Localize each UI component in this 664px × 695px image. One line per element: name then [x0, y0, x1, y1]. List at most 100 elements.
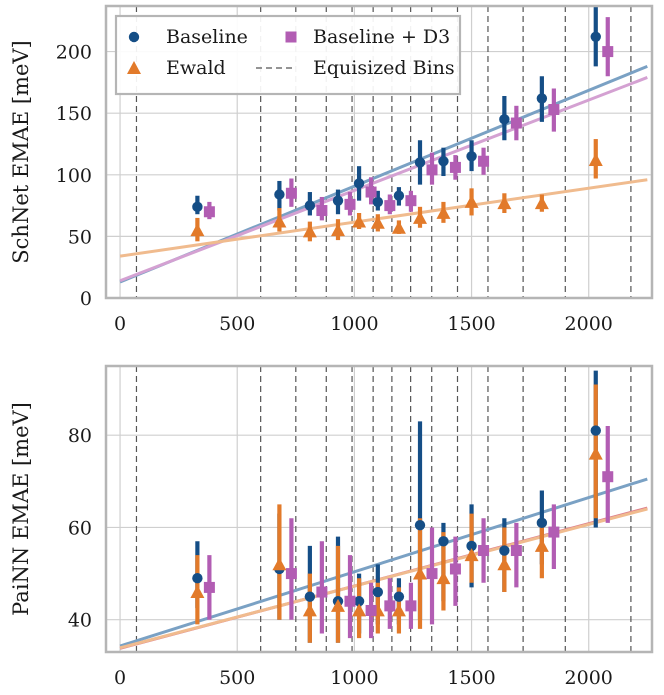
data-point-d3: [203, 581, 215, 593]
data-point-d3: [449, 563, 461, 575]
data-point-ewald: [534, 538, 549, 552]
x-tick-label: 1000: [330, 667, 378, 689]
data-point-baseline: [304, 200, 316, 211]
data-point-d3: [316, 586, 328, 598]
data-point-d3: [548, 103, 560, 115]
y-tick-label: 200: [56, 42, 92, 64]
data-point-ewald: [464, 194, 479, 208]
legend-label-baseline: Baseline: [166, 26, 248, 48]
data-point-baseline: [353, 596, 365, 607]
data-point-d3: [478, 155, 490, 167]
data-point-baseline: [372, 586, 384, 598]
data-point-d3: [285, 568, 297, 580]
data-point-ewald: [330, 223, 345, 237]
data-point-baseline: [499, 545, 510, 556]
data-point-ewald: [497, 557, 512, 571]
y-tick-label: 50: [68, 226, 92, 248]
data-point-baseline: [466, 151, 477, 162]
data-point-d3: [405, 600, 417, 612]
data-point-d3: [285, 187, 297, 199]
data-point-ewald: [352, 603, 367, 617]
legend-marker-ewald: [127, 61, 141, 74]
data-point-ewald: [272, 214, 287, 228]
legend-box: [114, 14, 462, 96]
data-point-ewald: [330, 598, 345, 612]
data-point-d3: [426, 164, 438, 176]
x-tick-label: 0: [114, 667, 126, 689]
data-point-d3: [602, 471, 614, 483]
data-point-baseline: [536, 517, 548, 529]
series-marks: [190, 6, 614, 242]
x-tick-label: 1500: [447, 667, 495, 689]
data-point-ewald: [588, 446, 603, 460]
data-point-ewald: [534, 196, 549, 210]
legend-label-ewald: Ewald: [166, 57, 226, 79]
data-point-baseline: [438, 156, 449, 167]
data-point-ewald: [413, 210, 428, 224]
data-point-baseline: [192, 572, 203, 584]
y-tick-label: 150: [56, 103, 92, 125]
data-point-d3: [365, 604, 377, 616]
data-point-ewald: [272, 557, 287, 571]
legend: Baseline Baseline + D3 Ewald Equisized Bins: [114, 14, 462, 96]
plot-frame: [104, 364, 654, 654]
data-point-ewald: [370, 215, 385, 229]
fit-line-ewald_fit: [119, 507, 648, 650]
data-point-baseline: [590, 31, 601, 43]
data-point-ewald: [464, 548, 479, 562]
chart-panel-1: 0 500 1000 1500 2000 0 50 100 150 200 SchNet EMAE …: [9, 4, 654, 335]
data-point-ewald: [413, 566, 428, 580]
data-point-d3: [365, 186, 377, 198]
data-point-d3: [405, 195, 417, 207]
data-point-d3: [316, 205, 328, 217]
data-point-d3: [344, 198, 356, 210]
y-axis-label: SchNet EMAE [meV]: [9, 40, 33, 263]
data-point-d3: [602, 46, 614, 58]
y-tick-label: 0: [80, 288, 92, 310]
x-tick-label: 500: [219, 667, 255, 689]
data-point-d3: [510, 545, 522, 557]
data-point-baseline: [372, 196, 384, 208]
data-point-d3: [203, 206, 215, 218]
data-point-baseline: [414, 157, 426, 168]
data-point-ewald: [436, 205, 451, 219]
y-tick-label: 100: [56, 165, 92, 187]
data-point-ewald: [497, 196, 512, 210]
y-tick-label: 60: [68, 517, 92, 539]
series-marks: [190, 370, 614, 643]
legend-marker-d3: [285, 31, 297, 43]
data-point-baseline: [192, 201, 203, 213]
data-point-baseline: [499, 114, 510, 125]
legend-marker-baseline: [128, 31, 140, 43]
x-tick-label: 500: [219, 313, 255, 335]
data-point-ewald: [302, 224, 317, 238]
data-point-baseline: [353, 178, 365, 189]
plot-frame: [104, 4, 654, 300]
x-tick-label: 1000: [330, 313, 378, 335]
data-point-baseline: [332, 195, 344, 206]
fit-line-ewald_fit: [119, 178, 648, 258]
data-point-baseline: [466, 540, 477, 552]
legend-label-bins: Equisized Bins: [313, 57, 455, 79]
y-tick-label: 40: [68, 610, 92, 632]
data-point-d3: [548, 526, 560, 538]
y-axis-label: PaiNN EMAE [meV]: [9, 402, 33, 616]
data-point-d3: [478, 545, 490, 557]
data-point-baseline: [414, 519, 426, 531]
data-point-d3: [384, 200, 396, 212]
data-point-d3: [344, 595, 356, 607]
data-point-d3: [384, 600, 396, 612]
x-tick-label: 0: [114, 313, 126, 335]
data-point-ewald: [190, 585, 205, 598]
x-tick-label: 1500: [447, 313, 495, 335]
data-point-ewald: [190, 223, 205, 237]
data-point-baseline: [304, 591, 316, 602]
data-point-ewald: [588, 153, 603, 166]
data-point-ewald: [391, 220, 406, 234]
chart-panel-2: 0 500 1000 1500 2000 40 60 80 PaiNN EMAE [meV]: [9, 364, 654, 689]
data-point-ewald: [352, 214, 367, 228]
data-point-baseline: [438, 536, 449, 547]
data-point-ewald: [302, 603, 317, 617]
data-point-d3: [449, 161, 461, 173]
